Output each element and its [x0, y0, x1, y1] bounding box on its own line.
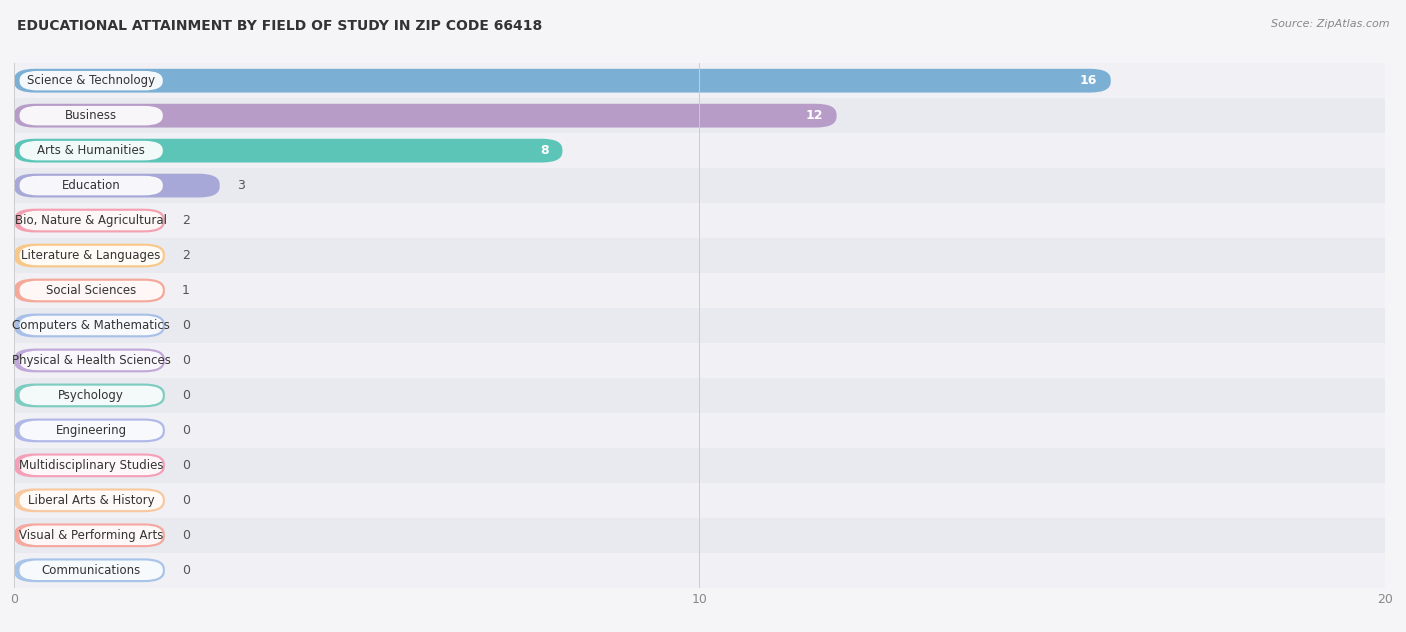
FancyBboxPatch shape — [14, 313, 165, 337]
Text: Literature & Languages: Literature & Languages — [21, 249, 160, 262]
Bar — [14, 98, 1385, 133]
Text: 3: 3 — [236, 179, 245, 192]
Bar — [14, 343, 1385, 378]
FancyBboxPatch shape — [20, 456, 163, 475]
FancyBboxPatch shape — [14, 349, 165, 372]
FancyBboxPatch shape — [14, 139, 562, 162]
Text: Education: Education — [62, 179, 121, 192]
Text: 2: 2 — [181, 214, 190, 227]
FancyBboxPatch shape — [14, 384, 165, 407]
Bar — [14, 308, 1385, 343]
FancyBboxPatch shape — [20, 211, 163, 230]
Text: 0: 0 — [181, 564, 190, 577]
Bar — [14, 413, 1385, 448]
FancyBboxPatch shape — [20, 421, 163, 440]
Text: Visual & Performing Arts: Visual & Performing Arts — [20, 529, 163, 542]
Text: Liberal Arts & History: Liberal Arts & History — [28, 494, 155, 507]
Text: 0: 0 — [181, 529, 190, 542]
Text: 0: 0 — [181, 354, 190, 367]
FancyBboxPatch shape — [20, 490, 163, 510]
Bar — [14, 553, 1385, 588]
Bar — [14, 448, 1385, 483]
Text: Business: Business — [65, 109, 117, 122]
Text: Social Sciences: Social Sciences — [46, 284, 136, 297]
Text: 1: 1 — [181, 284, 190, 297]
FancyBboxPatch shape — [14, 69, 1111, 92]
Text: 12: 12 — [806, 109, 823, 122]
Text: Psychology: Psychology — [58, 389, 124, 402]
Text: Computers & Mathematics: Computers & Mathematics — [13, 319, 170, 332]
Text: 0: 0 — [181, 459, 190, 472]
Text: 0: 0 — [181, 424, 190, 437]
FancyBboxPatch shape — [14, 559, 165, 582]
FancyBboxPatch shape — [20, 561, 163, 580]
Text: Science & Technology: Science & Technology — [27, 74, 155, 87]
FancyBboxPatch shape — [14, 418, 165, 442]
Text: Physical & Health Sciences: Physical & Health Sciences — [11, 354, 170, 367]
FancyBboxPatch shape — [14, 104, 837, 128]
Text: 8: 8 — [540, 144, 548, 157]
Bar — [14, 63, 1385, 98]
Text: EDUCATIONAL ATTAINMENT BY FIELD OF STUDY IN ZIP CODE 66418: EDUCATIONAL ATTAINMENT BY FIELD OF STUDY… — [17, 19, 543, 33]
FancyBboxPatch shape — [20, 176, 163, 195]
Bar — [14, 238, 1385, 273]
FancyBboxPatch shape — [20, 351, 163, 370]
FancyBboxPatch shape — [14, 174, 219, 197]
FancyBboxPatch shape — [14, 279, 165, 302]
Text: Arts & Humanities: Arts & Humanities — [37, 144, 145, 157]
FancyBboxPatch shape — [14, 209, 165, 233]
Bar — [14, 483, 1385, 518]
Text: 0: 0 — [181, 319, 190, 332]
Bar — [14, 518, 1385, 553]
Bar — [14, 273, 1385, 308]
Text: 0: 0 — [181, 389, 190, 402]
Bar — [14, 378, 1385, 413]
Text: Multidisciplinary Studies: Multidisciplinary Studies — [18, 459, 163, 472]
Text: 2: 2 — [181, 249, 190, 262]
Text: Communications: Communications — [42, 564, 141, 577]
Bar — [14, 203, 1385, 238]
FancyBboxPatch shape — [20, 526, 163, 545]
FancyBboxPatch shape — [20, 386, 163, 405]
FancyBboxPatch shape — [20, 246, 163, 265]
Bar — [14, 133, 1385, 168]
FancyBboxPatch shape — [20, 71, 163, 90]
Text: Engineering: Engineering — [56, 424, 127, 437]
Text: 0: 0 — [181, 494, 190, 507]
Text: Source: ZipAtlas.com: Source: ZipAtlas.com — [1271, 19, 1389, 29]
FancyBboxPatch shape — [14, 244, 165, 267]
FancyBboxPatch shape — [20, 141, 163, 161]
FancyBboxPatch shape — [14, 454, 165, 477]
FancyBboxPatch shape — [14, 489, 165, 512]
Text: 16: 16 — [1080, 74, 1097, 87]
FancyBboxPatch shape — [20, 106, 163, 125]
Text: Bio, Nature & Agricultural: Bio, Nature & Agricultural — [15, 214, 167, 227]
FancyBboxPatch shape — [14, 523, 165, 547]
Bar — [14, 168, 1385, 203]
FancyBboxPatch shape — [20, 316, 163, 335]
FancyBboxPatch shape — [20, 281, 163, 300]
